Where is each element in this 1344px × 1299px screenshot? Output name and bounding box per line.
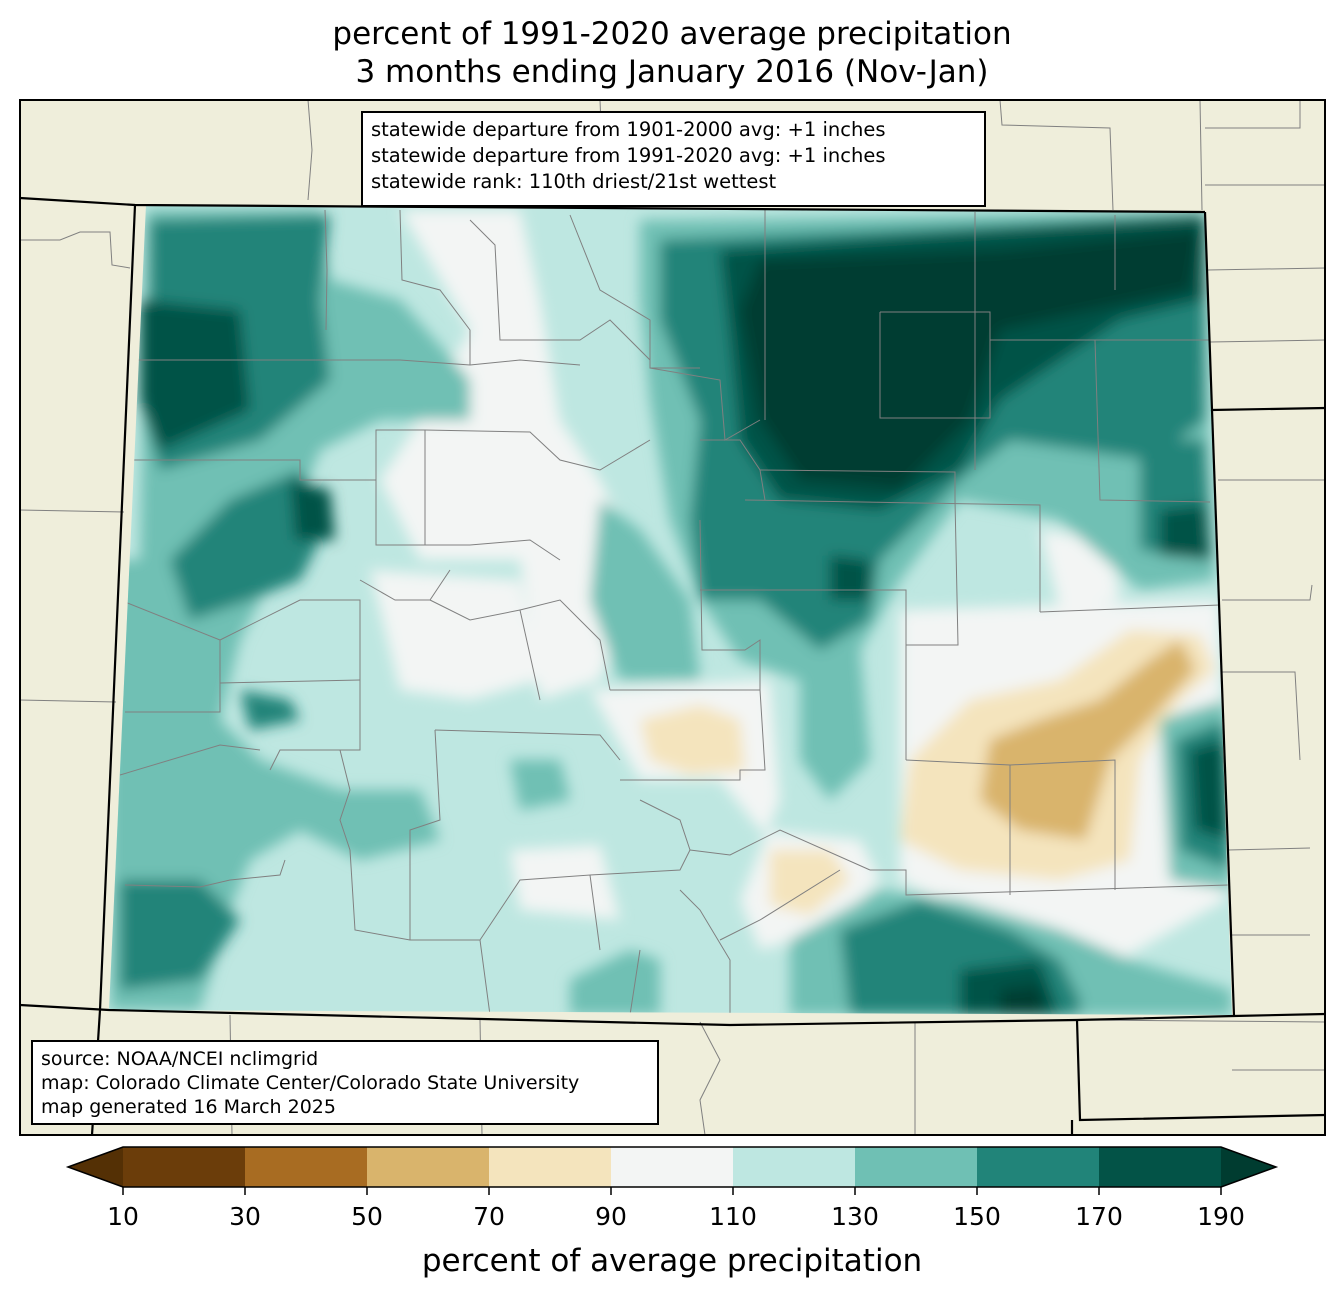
colorbar-tick-label: 190 [1197,1202,1245,1231]
colorado-county-lines [119,209,1231,1015]
colorbar-over-arrow [1221,1147,1276,1187]
colorbar-bin-70-90 [489,1147,611,1187]
colorbar-bin-150-170 [977,1147,1099,1187]
stat-rank: statewide rank: 110th driest/21st wettes… [371,170,777,193]
map-title-line1: percent of 1991-2020 average precipitati… [332,16,1012,52]
map-credit-line: map: Colorado Climate Center/Colorado St… [41,1072,580,1094]
precipitation-field [109,205,1232,1015]
colorbar-tick-label: 110 [709,1202,757,1231]
colorbar-bin-170-190 [1099,1147,1221,1187]
stat-departure-1901-2000: statewide departure from 1901-2000 avg: … [371,118,886,141]
colorbar-bin-30-50 [245,1147,367,1187]
colorbar-bin-130-150 [855,1147,977,1187]
colorbar-bin-50-70 [367,1147,489,1187]
colorbar-label: percent of average precipitation [421,1243,923,1279]
source-box: source: NOAA/NCEI nclimgrid map: Colorad… [31,1040,659,1125]
colorbar-bin-90-110 [611,1147,733,1187]
colorbar-tick-label: 150 [953,1202,1001,1231]
colorbar-tick-label: 70 [473,1202,505,1231]
map-title-line2: 3 months ending January 2016 (Nov-Jan) [355,54,989,90]
colorbar-bin-10-30 [123,1147,245,1187]
statewide-stats-box: statewide departure from 1901-2000 avg: … [361,111,986,207]
stat-departure-1991-2020: statewide departure from 1991-2020 avg: … [371,144,886,167]
colorbar-tick-label: 30 [229,1202,261,1231]
map-frame [19,99,1326,1136]
colorbar-under-arrow [68,1147,123,1187]
colorbar-tick-label: 130 [831,1202,879,1231]
source-line: source: NOAA/NCEI nclimgrid [41,1048,319,1070]
colorbar-tick-label: 90 [595,1202,627,1231]
generated-date-line: map generated 16 March 2025 [41,1096,336,1118]
colorbar-tick-label: 170 [1075,1202,1123,1231]
colorbar-bin-110-130 [733,1147,855,1187]
colorbar-tick-label: 10 [107,1202,139,1231]
colorbar [65,1146,1279,1195]
colorbar-tick-label: 50 [351,1202,383,1231]
neighbor-county-lines [19,99,1326,1136]
